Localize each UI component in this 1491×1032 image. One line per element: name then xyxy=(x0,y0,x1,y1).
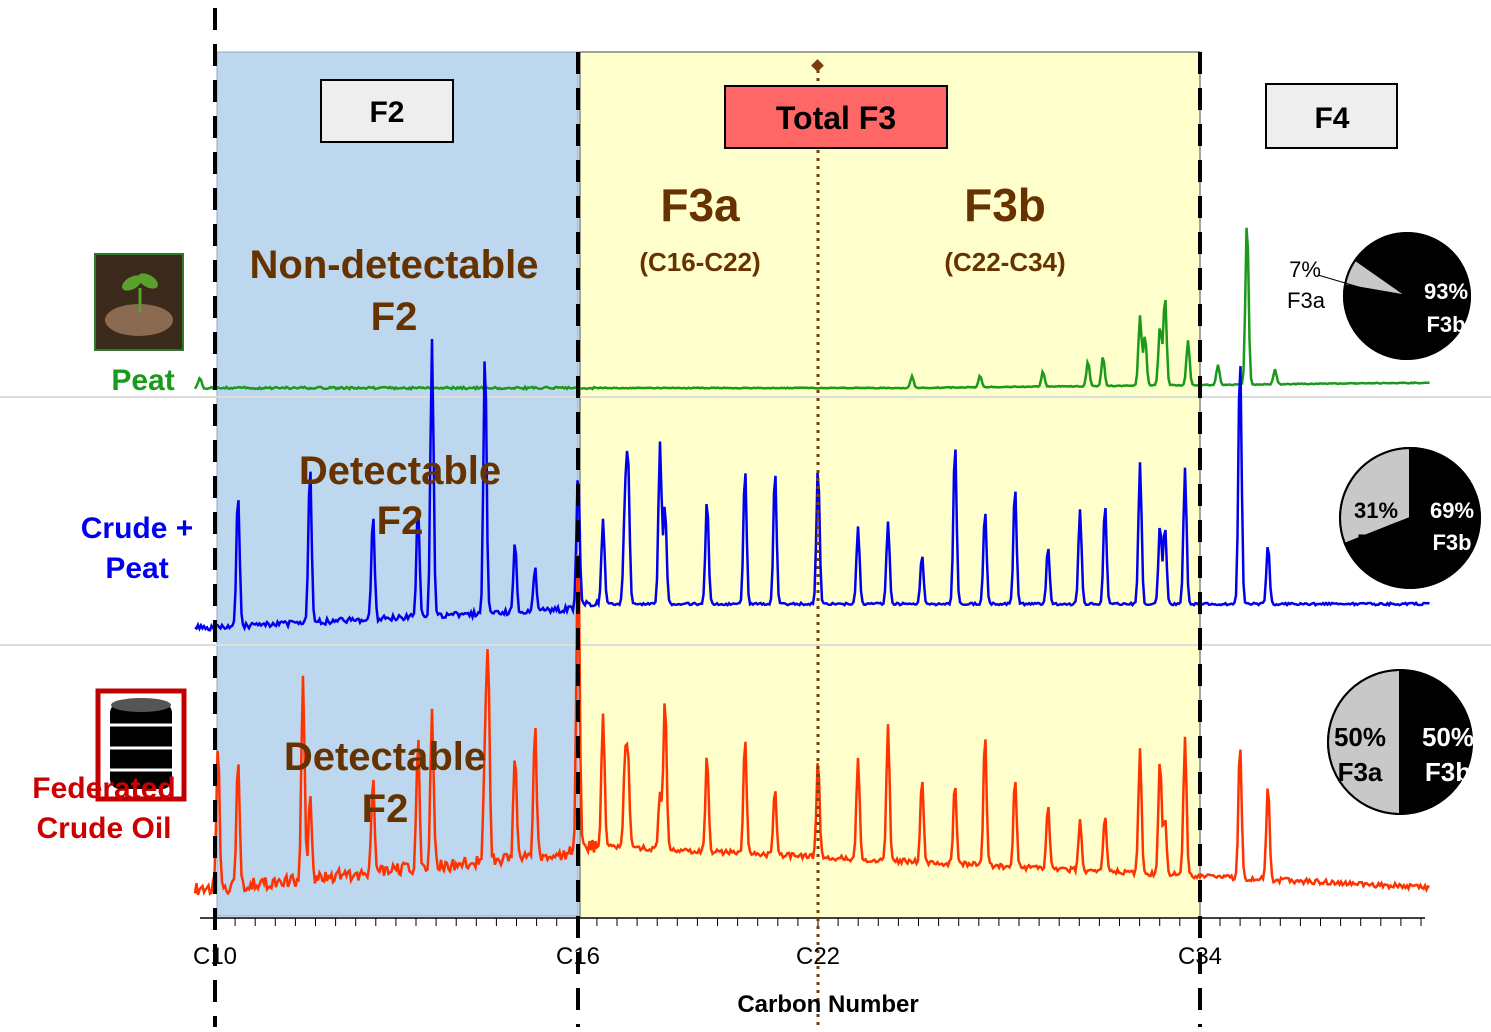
region-label: Detectable xyxy=(299,449,501,493)
pie-label: F3a xyxy=(1287,288,1326,313)
row-label: Peat xyxy=(111,364,174,397)
row-label: Peat xyxy=(105,552,168,585)
row-label: Crude + xyxy=(81,512,194,545)
pie-label: 50% xyxy=(1334,722,1386,752)
pie-outline xyxy=(1339,447,1481,589)
f3a-label: F3a xyxy=(660,179,740,231)
pie-label: 7% xyxy=(1289,257,1321,282)
region-label: F2 xyxy=(377,499,424,543)
x-tick-label: C34 xyxy=(1178,943,1222,970)
region-label: F2 xyxy=(371,295,418,339)
f4-label: F4 xyxy=(1314,102,1349,135)
barrel-icon xyxy=(95,688,187,802)
pie-label: 93% xyxy=(1424,279,1468,304)
chromatogram xyxy=(193,554,1430,896)
pie-label: F3a xyxy=(1357,530,1396,555)
region-label: F2 xyxy=(362,787,409,831)
pie-label: F3b xyxy=(1425,757,1471,787)
row-label: Crude Oil xyxy=(36,812,171,845)
total-f3-label: Total F3 xyxy=(776,100,896,136)
peat-icon xyxy=(94,253,184,351)
leader-line xyxy=(1317,274,1363,289)
total-f3-box xyxy=(724,85,948,149)
f3a-range: (C16-C22) xyxy=(639,247,760,277)
region-label: Non-detectable xyxy=(250,243,539,287)
f2-box xyxy=(320,79,454,143)
pie-outline xyxy=(1343,232,1471,360)
x-tick-label: C22 xyxy=(796,943,840,970)
f3b-range: (C22-C34) xyxy=(944,247,1065,277)
pie-label: 31% xyxy=(1354,498,1398,523)
pie-label: 50% xyxy=(1422,722,1474,752)
f2-label: F2 xyxy=(369,96,404,129)
row-label: Federated xyxy=(32,772,175,805)
x-tick-label: C16 xyxy=(556,943,600,970)
x-tick-label: C10 xyxy=(193,943,237,970)
pie-label: F3b xyxy=(1432,530,1471,555)
chromatogram xyxy=(194,338,1430,632)
region-label: Detectable xyxy=(284,735,486,779)
pie-label: F3a xyxy=(1338,757,1383,787)
boundaries xyxy=(213,8,1202,1027)
chromatogram xyxy=(193,227,1430,392)
axis-title: Carbon Number xyxy=(737,991,918,1018)
pie-outline xyxy=(1327,669,1473,815)
pie-label: F3b xyxy=(1426,312,1465,337)
f4-box xyxy=(1265,83,1398,149)
pie-label: 69% xyxy=(1430,498,1474,523)
f3b-label: F3b xyxy=(964,179,1046,231)
traces xyxy=(193,227,1430,896)
f2-region xyxy=(216,51,579,917)
